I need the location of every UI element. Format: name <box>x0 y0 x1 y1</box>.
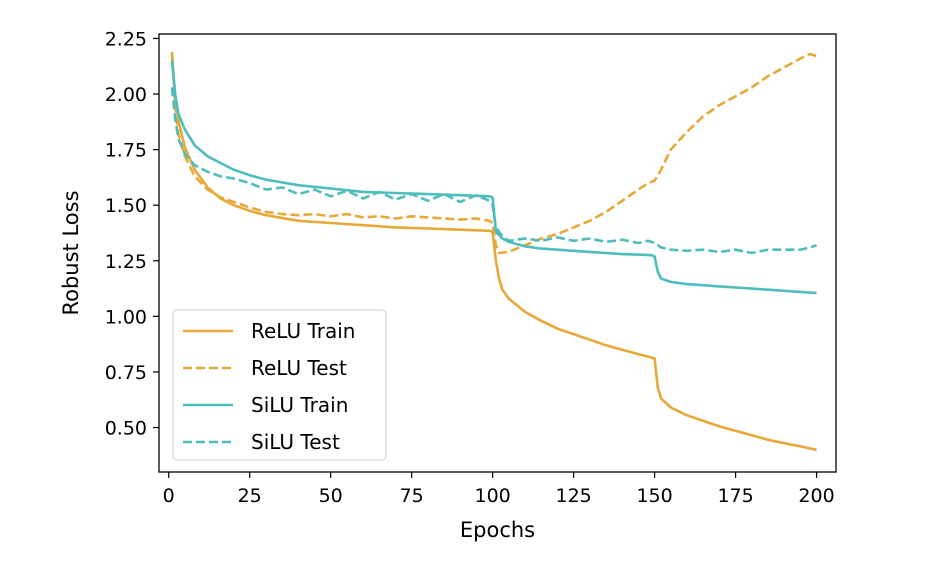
x-tick-label: 0 <box>163 485 175 507</box>
x-tick-label: 200 <box>798 485 834 507</box>
y-tick-label: 0.75 <box>105 362 147 384</box>
y-axis-label: Robust Loss <box>59 190 83 315</box>
legend-label-silu-train: SiLU Train <box>251 393 348 417</box>
x-tick-label: 175 <box>717 485 753 507</box>
legend-label-relu-train: ReLU Train <box>251 319 355 343</box>
legend-box <box>172 309 387 461</box>
x-tick-label: 125 <box>555 485 591 507</box>
x-axis-ticks: 0 25 50 75 100 125 150 175 200 <box>163 472 835 507</box>
series-line-relu-test <box>170 51 818 255</box>
x-tick-label: 150 <box>636 485 672 507</box>
series-line-silu-test <box>170 87 818 255</box>
y-tick-label: 1.75 <box>105 140 147 162</box>
series-line-relu-train <box>170 53 817 452</box>
legend-label-relu-test: ReLU Test <box>251 356 347 380</box>
y-tick-label: 1.25 <box>105 251 147 273</box>
y-tick-label: 1.50 <box>105 195 147 217</box>
y-tick-label: 0.50 <box>105 418 147 440</box>
series-layer <box>170 51 818 452</box>
y-tick-label: 2.00 <box>105 84 147 106</box>
y-tick-label: 1.00 <box>105 306 147 328</box>
y-tick-label: 2.25 <box>105 28 147 50</box>
series-line-silu-train <box>170 60 817 295</box>
x-tick-label: 100 <box>475 485 511 507</box>
x-axis-label: Epochs <box>460 518 535 542</box>
y-axis-ticks: 0.50 0.75 1.00 1.25 1.50 1.75 2.00 2.25 <box>105 28 159 440</box>
x-tick-label: 25 <box>238 485 262 507</box>
legend-label-silu-test: SiLU Test <box>251 430 340 454</box>
x-tick-label: 75 <box>400 485 424 507</box>
legend: ReLU Train ReLU Test SiLU Train SiLU Test <box>172 309 387 461</box>
plot-frame <box>158 33 837 473</box>
x-tick-label: 50 <box>319 485 343 507</box>
